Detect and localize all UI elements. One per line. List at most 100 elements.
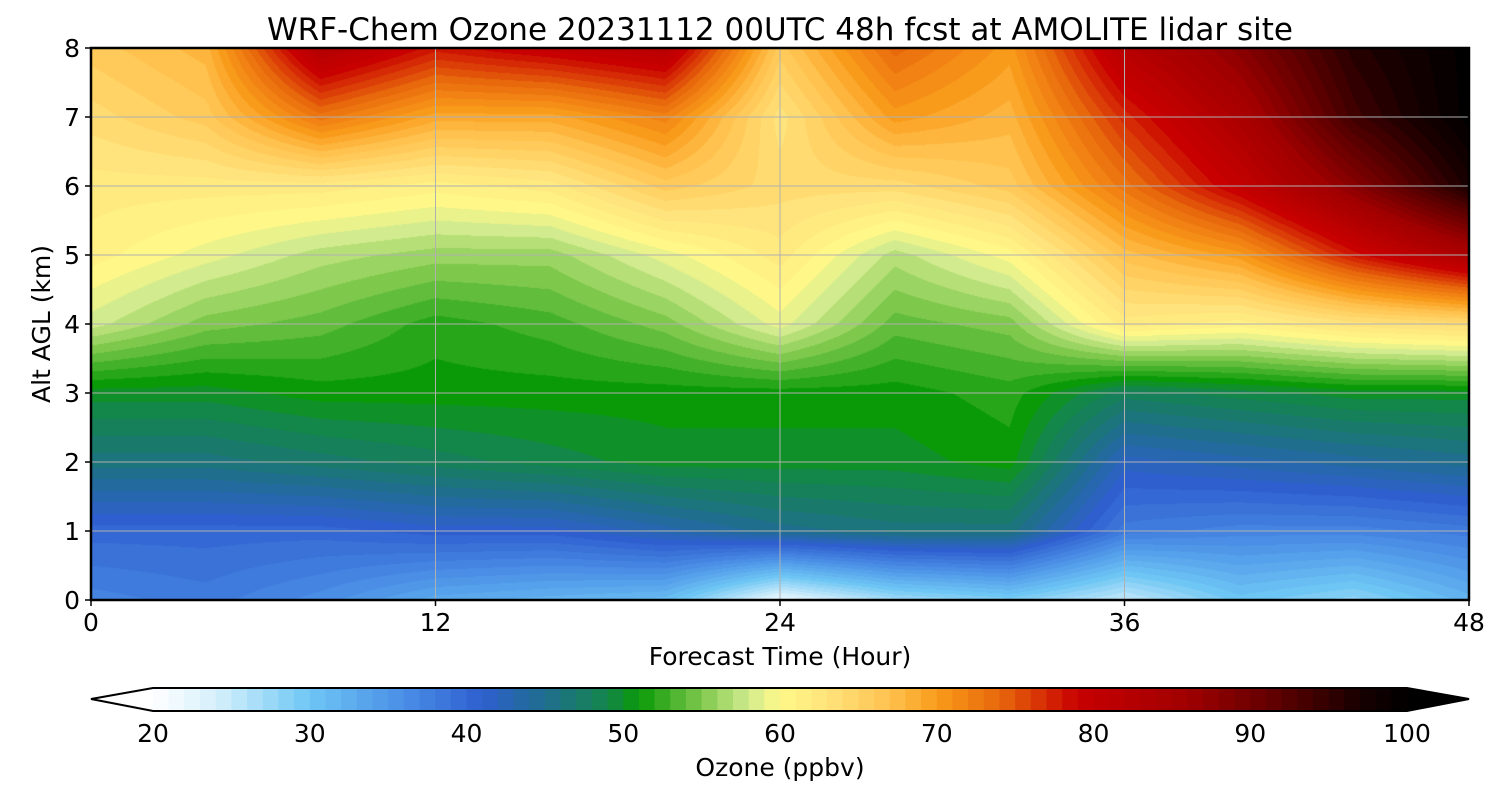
colorbar-bin xyxy=(701,688,718,711)
colorbar-bin xyxy=(1156,688,1173,711)
colorbar-bin xyxy=(544,688,562,711)
colorbar-bin xyxy=(247,688,264,711)
colorbar-bin xyxy=(1359,688,1377,711)
colorbar-bin xyxy=(889,688,906,711)
x-tick-label: 24 xyxy=(764,608,796,637)
y-tick-label: 7 xyxy=(64,103,80,132)
colorbar-tick-label: 80 xyxy=(1078,719,1110,748)
colorbar-tick-label: 90 xyxy=(1234,719,1266,748)
colorbar-bin xyxy=(921,688,938,711)
colorbar-bin xyxy=(1328,688,1345,711)
colorbar-bin xyxy=(1171,688,1189,711)
x-axis-label: Forecast Time (Hour) xyxy=(649,642,912,671)
y-axis-label: Alt AGL (km) xyxy=(27,245,56,403)
colorbar-tick-label: 60 xyxy=(764,719,796,748)
colorbar-bin xyxy=(827,688,844,711)
colorbar-bin xyxy=(1391,688,1408,711)
colorbar-bin xyxy=(294,688,311,711)
colorbar-bin xyxy=(670,688,687,711)
colorbar-bin xyxy=(905,688,922,711)
colorbar-bin xyxy=(748,688,765,711)
colorbar-bin xyxy=(435,688,452,711)
colorbar-bin xyxy=(811,688,828,711)
colorbar-bin xyxy=(591,688,609,711)
colorbar-tick-label: 70 xyxy=(921,719,953,748)
colorbar-bin xyxy=(356,688,374,711)
colorbar-bin xyxy=(419,688,436,711)
colorbar-bin xyxy=(1281,688,1298,711)
colorbar-bin xyxy=(623,688,640,711)
colorbar-extend-high xyxy=(1407,688,1469,711)
colorbar-bin xyxy=(576,688,593,711)
colorbar-bin xyxy=(325,688,342,711)
colorbar-bin xyxy=(1124,688,1142,711)
colorbar-bin xyxy=(968,688,985,711)
colorbar xyxy=(91,688,1469,711)
colorbar-extend-low xyxy=(91,688,153,711)
colorbar-tick-label: 30 xyxy=(294,719,326,748)
colorbar-bin xyxy=(341,688,358,711)
colorbar-bin xyxy=(654,688,671,711)
colorbar-bin xyxy=(795,688,812,711)
colorbar-bin xyxy=(184,688,201,711)
colorbar-bin xyxy=(1109,688,1126,711)
chart-title: WRF-Chem Ozone 20231112 00UTC 48h fcst a… xyxy=(267,12,1293,48)
colorbar-bin xyxy=(450,688,468,711)
colorbar-bin xyxy=(1203,688,1220,711)
colorbar-bin xyxy=(1140,688,1157,711)
colorbar-bin xyxy=(1234,688,1251,711)
colorbar-bin xyxy=(607,688,624,711)
colorbar-tick-label: 20 xyxy=(137,719,169,748)
colorbar-bin xyxy=(983,688,1001,711)
colorbar-bin xyxy=(1344,688,1361,711)
colorbar-bin xyxy=(1093,688,1110,711)
colorbar-bin xyxy=(372,688,389,711)
colorbar-bin xyxy=(858,688,875,711)
y-tick-label: 4 xyxy=(64,310,80,339)
x-tick-label: 48 xyxy=(1453,608,1485,637)
y-tick-label: 8 xyxy=(64,34,80,63)
y-tick-label: 3 xyxy=(64,379,80,408)
colorbar-tick-label: 40 xyxy=(451,719,483,748)
x-tick-label: 12 xyxy=(420,608,452,637)
colorbar-bin xyxy=(1015,688,1032,711)
colorbar-bin xyxy=(1375,688,1392,711)
colorbar-label: Ozone (ppbv) xyxy=(695,753,864,782)
colorbar-bin xyxy=(153,688,170,711)
colorbar-bin xyxy=(215,688,232,711)
colorbar-bin xyxy=(1046,688,1063,711)
y-tick-label: 6 xyxy=(64,172,80,201)
colorbar-frame xyxy=(90,687,1470,712)
x-tick-label: 36 xyxy=(1109,608,1141,637)
colorbar-bin xyxy=(685,688,703,711)
colorbar-bin xyxy=(388,688,405,711)
y-tick-label: 2 xyxy=(64,448,80,477)
colorbar-bin xyxy=(1062,688,1079,711)
colorbar-bin xyxy=(1187,688,1204,711)
colorbar-bin xyxy=(482,688,499,711)
colorbar-bin xyxy=(200,688,217,711)
colorbar-bin xyxy=(403,688,421,711)
colorbar-bin xyxy=(842,688,859,711)
colorbar-ticks: 20 30 40 50 60 70 80 90 100 xyxy=(137,719,1431,748)
colorbar-bin xyxy=(780,688,797,711)
colorbar-bin xyxy=(874,688,891,711)
colorbar-tick-label: 50 xyxy=(607,719,639,748)
colorbar-bin xyxy=(231,688,248,711)
colorbar-bin xyxy=(732,688,750,711)
y-tick-label: 0 xyxy=(64,586,80,615)
colorbar-bin xyxy=(952,688,969,711)
colorbar-bin xyxy=(513,688,530,711)
colorbar-bin xyxy=(497,688,515,711)
colorbar-bin xyxy=(1312,688,1330,711)
colorbar-bin xyxy=(168,688,185,711)
colorbar-bin xyxy=(1218,688,1236,711)
colorbar-bin xyxy=(1077,688,1095,711)
x-axis-ticks: 0 12 24 36 48 xyxy=(83,600,1485,637)
colorbar-bin xyxy=(560,688,577,711)
x-tick-label: 0 xyxy=(83,608,99,637)
colorbar-bin xyxy=(529,688,546,711)
colorbar-bin xyxy=(466,688,483,711)
colorbar-bin xyxy=(999,688,1016,711)
colorbar-tick-label: 100 xyxy=(1383,719,1431,748)
